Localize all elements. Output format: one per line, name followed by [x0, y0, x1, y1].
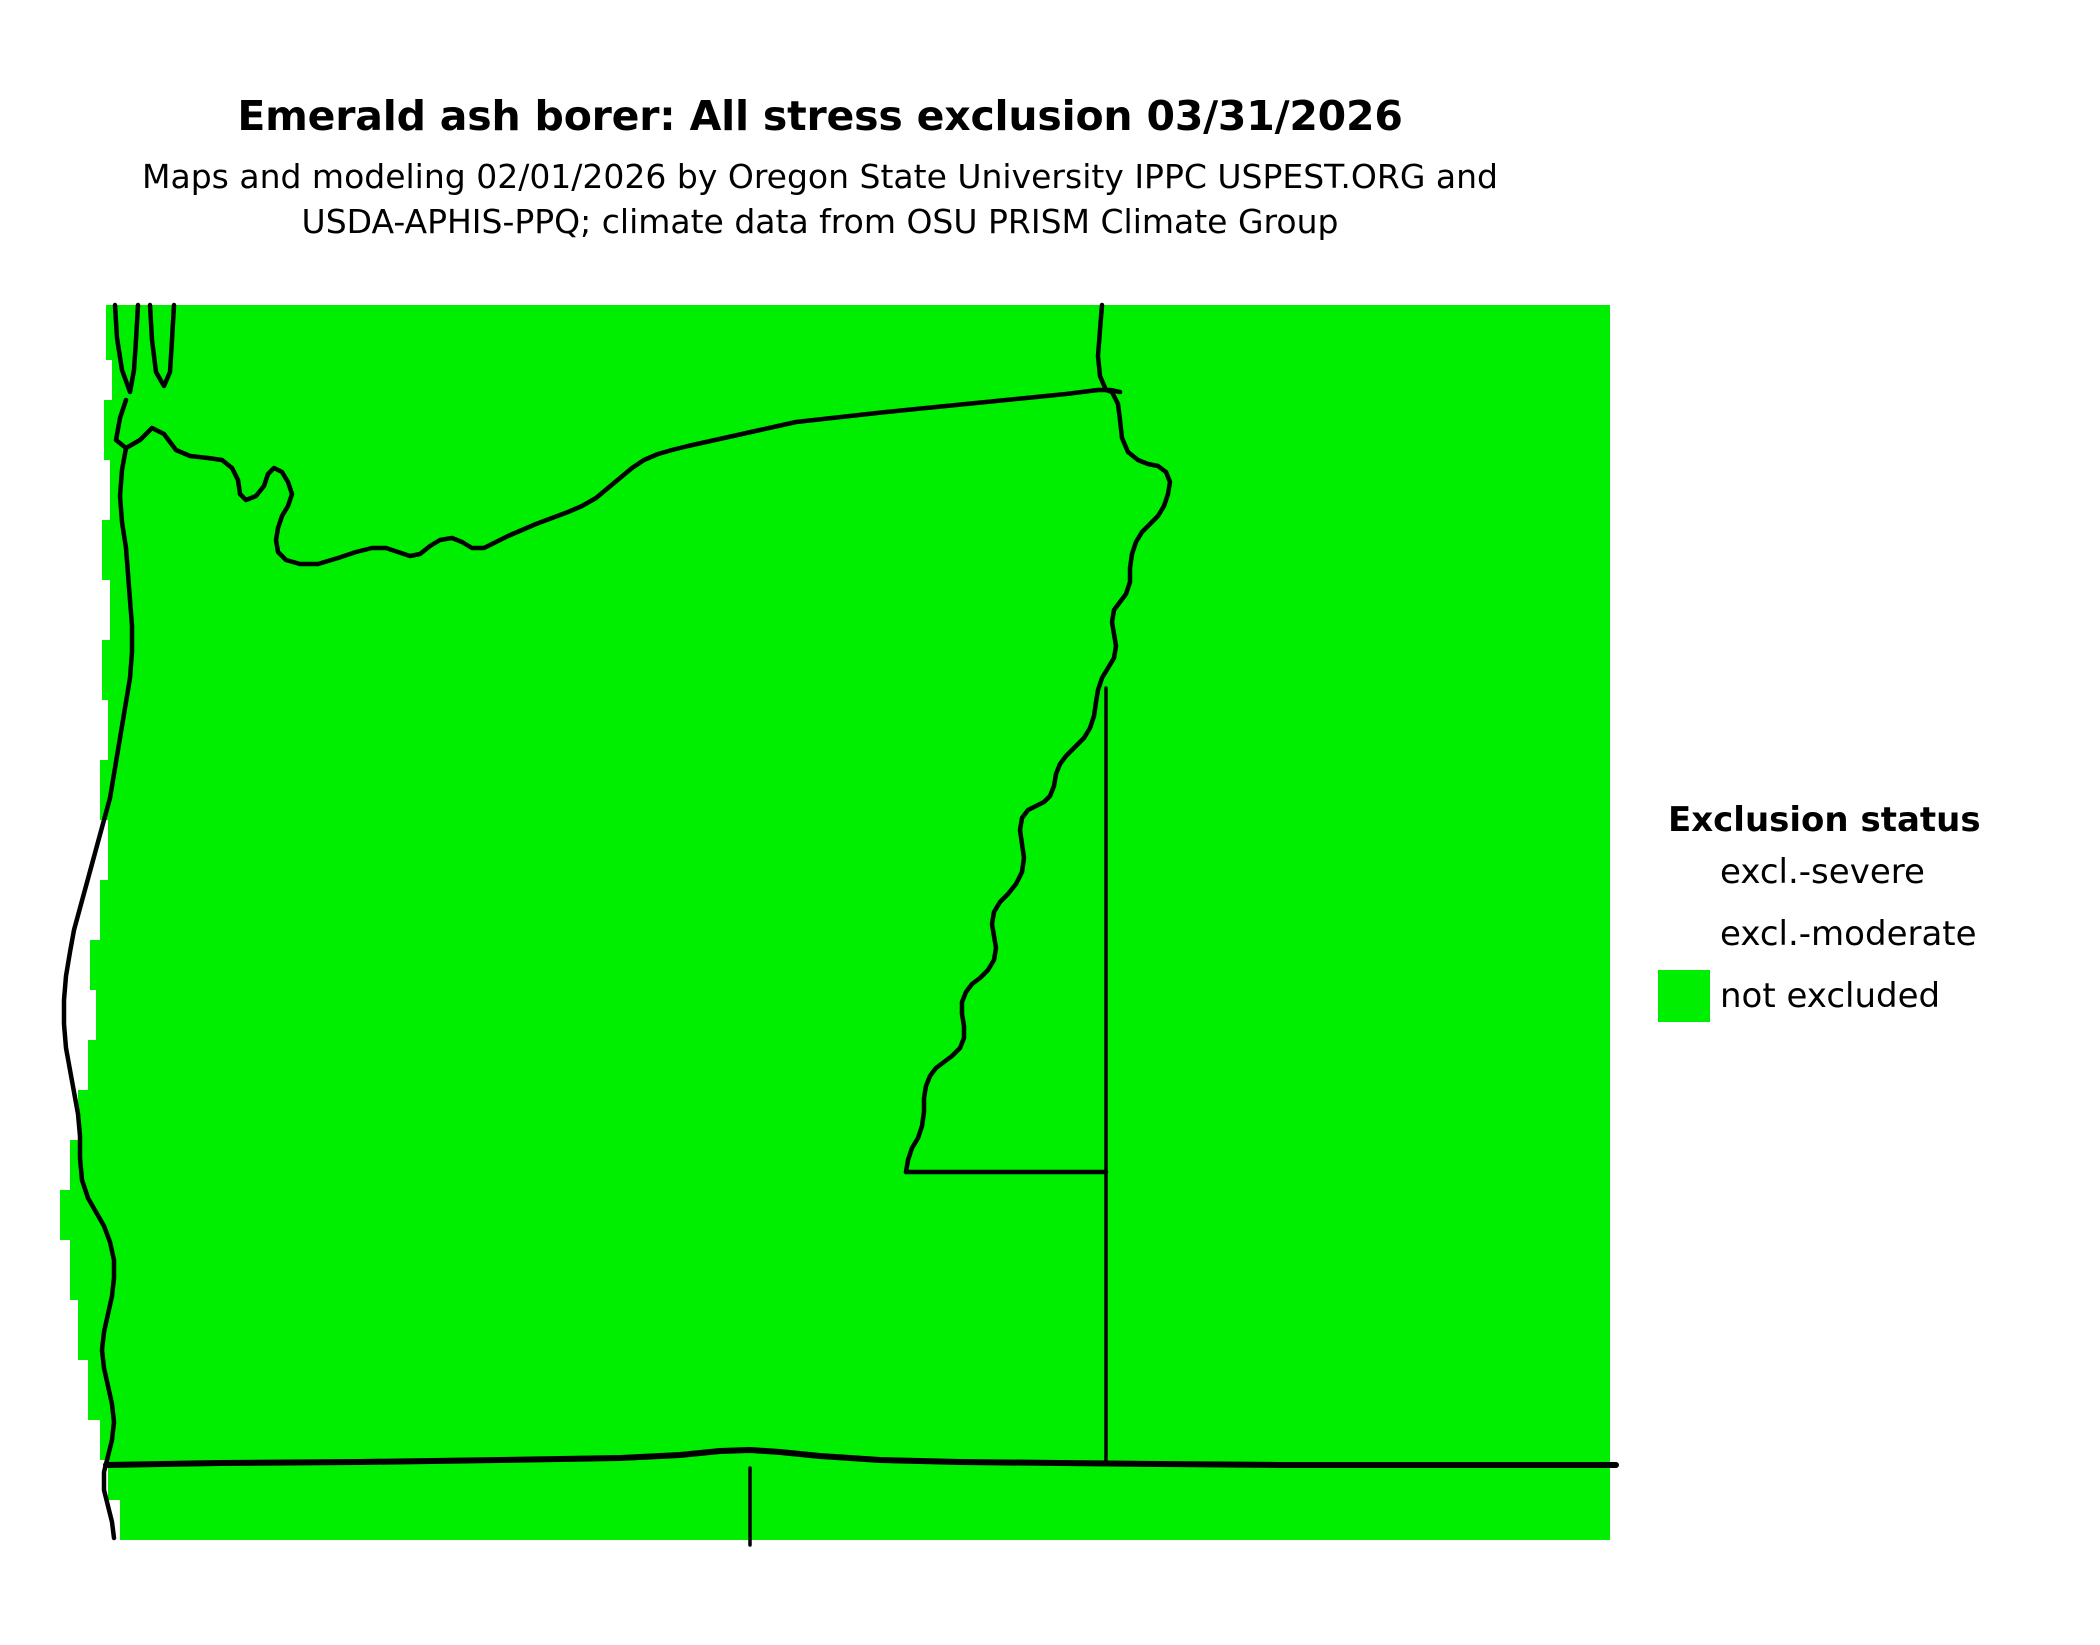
map-subtitle: Maps and modeling 02/01/2026 by Oregon S…: [0, 155, 1640, 245]
state-boundary-layer: [61, 302, 1619, 1547]
raster-cell-block: [60, 305, 1610, 1540]
legend-item-excl-severe[interactable]: excl.-severe: [1658, 842, 2088, 902]
map-panel[interactable]: [60, 300, 1620, 1550]
oregon-east-border: [1081, 389, 1173, 741]
legend-label-excl-severe: excl.-severe: [1720, 852, 1925, 892]
legend-label-excl-moderate: excl.-moderate: [1720, 914, 1977, 954]
oregon-east-border-south: [903, 735, 1087, 1175]
oregon-exclusion-map[interactable]: [60, 300, 1620, 1550]
legend-swatch-excl-moderate: [1658, 908, 1710, 960]
oregon-coast-south: [61, 445, 135, 1541]
legend-title: Exclusion status: [1668, 800, 1981, 840]
oregon-north-border: [112, 302, 141, 395]
legend-swatch-not-excluded: [1658, 970, 1710, 1022]
subtitle-line-1: Maps and modeling 02/01/2026 by Oregon S…: [142, 157, 1498, 196]
oregon-north-border-b: [147, 302, 177, 389]
subtitle-line-2: USDA-APHIS-PPQ; climate data from OSU PR…: [301, 201, 1339, 241]
page-title: Emerald ash borer: All stress exclusion …: [237, 92, 1403, 140]
legend-item-not-excluded[interactable]: not excluded: [1658, 966, 2088, 1026]
legend: Exclusion status excl.-severe excl.-mode…: [1658, 800, 2088, 1026]
legend-label-not-excluded: not excluded: [1720, 976, 1941, 1016]
legend-item-excl-moderate[interactable]: excl.-moderate: [1658, 904, 2088, 964]
legend-swatch-excl-severe: [1658, 846, 1710, 898]
oregon-coast-and-columbia: [113, 387, 1123, 567]
oregon-south-border: [103, 1447, 1619, 1468]
oregon-east-border-north: [1095, 302, 1115, 395]
title-block: Emerald ash borer: All stress exclusion …: [0, 96, 1640, 245]
raster-not-excluded-layer: [60, 305, 1610, 1540]
